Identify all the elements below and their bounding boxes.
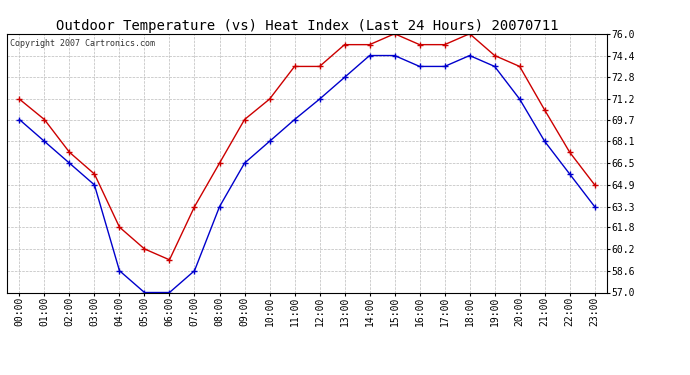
Text: Copyright 2007 Cartronics.com: Copyright 2007 Cartronics.com (10, 39, 155, 48)
Title: Outdoor Temperature (vs) Heat Index (Last 24 Hours) 20070711: Outdoor Temperature (vs) Heat Index (Las… (56, 19, 558, 33)
